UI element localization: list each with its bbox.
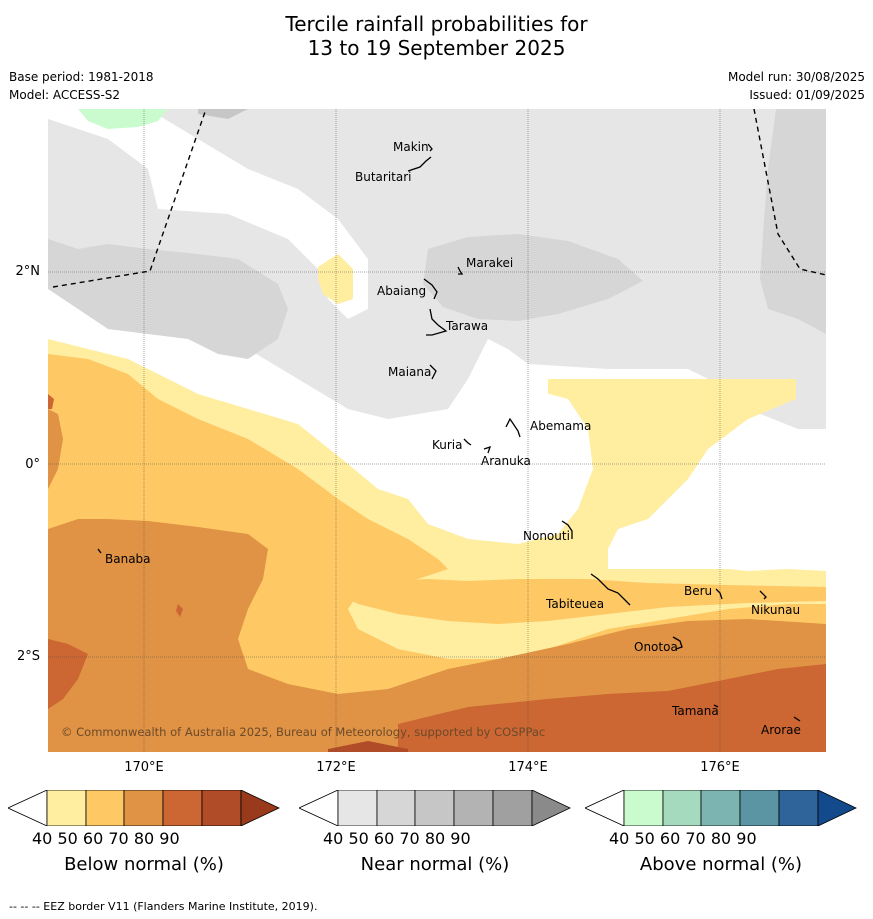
near-normal-label: Near normal (%) — [360, 854, 510, 875]
above-normal-colorbar — [585, 790, 857, 826]
lon-label-172: 172°E — [316, 760, 356, 775]
meta-right: Model run: 30/08/2025 Issued: 01/09/2025 — [728, 68, 865, 104]
lon-label-176: 176°E — [700, 760, 740, 775]
label-makin: Makin — [393, 140, 429, 154]
lon-label-174: 174°E — [508, 760, 548, 775]
lat-label-0: 0° — [25, 457, 40, 472]
copyright-notice: © Commonwealth of Australia 2025, Bureau… — [61, 725, 545, 739]
above-normal-label: Above normal (%) — [639, 854, 803, 875]
near-normal-ticks: 40 50 60 70 80 90 — [323, 829, 471, 848]
map-title: Tercile rainfall probabilities for 13 to… — [0, 12, 873, 60]
label-marakei: Marakei — [466, 256, 513, 270]
gridlines — [48, 109, 826, 752]
model-run: Model run: 30/08/2025 — [727, 70, 865, 84]
island-labels: Makin Butaritari Marakei Abaiang Tarawa … — [105, 140, 801, 737]
lat-label-2n: 2°N — [15, 264, 41, 279]
label-kuria: Kuria — [432, 438, 463, 452]
label-abemama: Abemama — [530, 419, 591, 433]
issued-date: Issued: 01/09/2025 — [749, 88, 865, 102]
near-normal-colorbar — [299, 790, 571, 826]
above-normal-ticks: 40 50 60 70 80 90 — [609, 829, 757, 848]
eez-border — [52, 109, 826, 288]
label-aranuka: Aranuka — [481, 454, 531, 468]
base-period: Base period: 1981-2018 — [9, 70, 154, 84]
probability-map: Makin Butaritari Marakei Abaiang Tarawa … — [48, 109, 826, 752]
label-nonouti: Nonouti — [523, 529, 570, 543]
below-normal-70-region — [48, 639, 88, 709]
label-nikunau: Nikunau — [751, 603, 800, 617]
eez-footnote: -- -- -- EEZ border V11 (Flanders Marine… — [9, 900, 318, 913]
island-shapes — [97, 143, 801, 722]
label-tarawa: Tarawa — [445, 319, 488, 333]
label-maiana: Maiana — [388, 365, 431, 379]
label-beru: Beru — [684, 584, 712, 598]
below-normal-label: Below normal (%) — [64, 854, 224, 875]
lon-label-170: 170°E — [124, 760, 164, 775]
title-line-2: 13 to 19 September 2025 — [307, 36, 566, 60]
below-normal-colorbar — [8, 790, 280, 826]
title-line-1: Tercile rainfall probabilities for — [285, 12, 588, 36]
label-butaritari: Butaritari — [355, 170, 412, 184]
lat-label-2s: 2°S — [16, 649, 40, 664]
label-banaba: Banaba — [105, 552, 151, 566]
label-tabiteuea: Tabiteuea — [545, 597, 604, 611]
label-onotoa: Onotoa — [634, 640, 678, 654]
label-arorae: Arorae — [761, 723, 801, 737]
below-normal-ticks: 40 50 60 70 80 90 — [32, 829, 180, 848]
label-tamana: Tamana — [671, 704, 719, 718]
model-name: Model: ACCESS-S2 — [9, 88, 121, 102]
label-abaiang: Abaiang — [377, 284, 426, 298]
meta-left: Base period: 1981-2018 Model: ACCESS-S2 — [9, 68, 154, 104]
